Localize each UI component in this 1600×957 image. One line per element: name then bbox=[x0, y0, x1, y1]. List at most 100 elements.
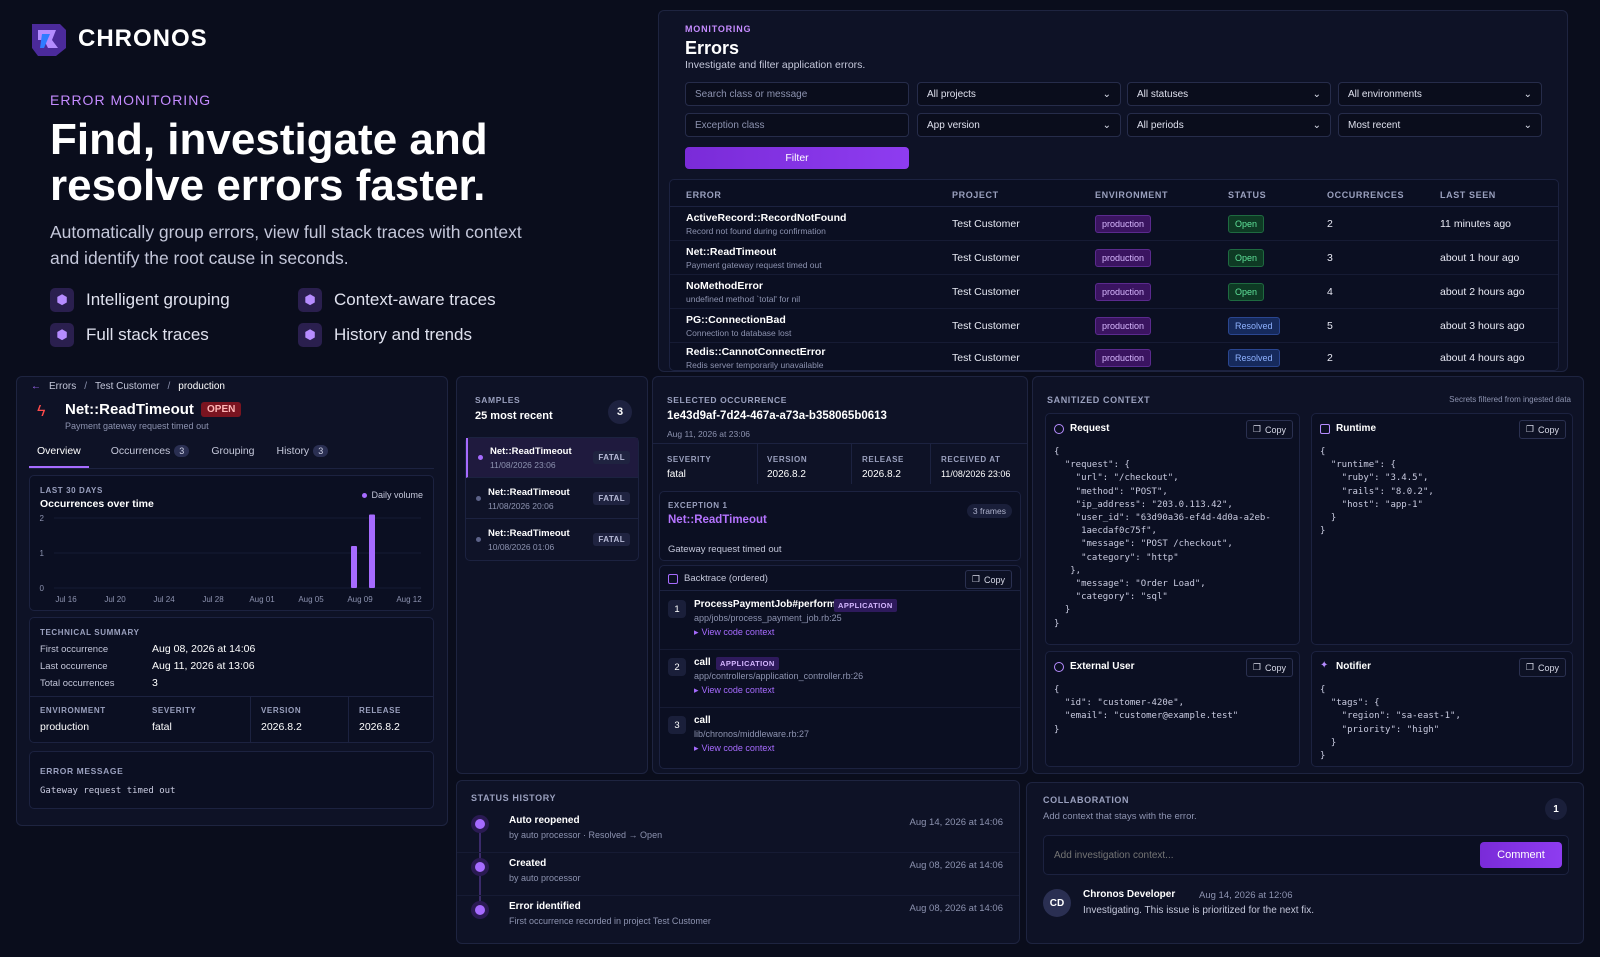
tab-occurrences[interactable]: Occurrences 3 bbox=[111, 445, 190, 468]
exception-message: Gateway request timed out bbox=[668, 544, 782, 555]
breadcrumb-item[interactable]: Errors bbox=[49, 381, 77, 392]
table-row[interactable]: ActiveRecord::RecordNotFound Record not … bbox=[670, 207, 1558, 241]
breadcrumb-item[interactable]: Test Customer bbox=[95, 381, 160, 392]
detail-tabs: Overview Occurrences 3 Grouping History 3 bbox=[29, 445, 434, 469]
occ-meta-value: 2026.8.2 bbox=[862, 469, 901, 480]
tech-divider bbox=[30, 696, 433, 697]
sample-item[interactable]: Net::ReadTimeout 11/08/2026 23:06 FATAL bbox=[466, 438, 638, 478]
copy-icon: ❐ bbox=[1525, 662, 1534, 672]
table-row[interactable]: Redis::CannotConnectError Redis server t… bbox=[670, 343, 1558, 371]
request-icon bbox=[1054, 424, 1064, 434]
period-select[interactable]: All periods ⌄ bbox=[1127, 113, 1331, 137]
status-select-value: All statuses bbox=[1137, 88, 1189, 100]
user-icon bbox=[1054, 662, 1064, 672]
sort-select-value: Most recent bbox=[1348, 119, 1401, 131]
comment-input[interactable] bbox=[1044, 836, 1464, 874]
env-badge: production bbox=[1095, 349, 1152, 367]
samples-eyebrow: SAMPLES bbox=[475, 395, 521, 405]
error-project: Test Customer bbox=[952, 320, 1020, 332]
last-seen: 11 minutes ago bbox=[1440, 218, 1512, 230]
table-row[interactable]: NoMethodError undefined method `total' f… bbox=[670, 275, 1558, 309]
table-row[interactable]: PG::ConnectionBad Connection to database… bbox=[670, 309, 1558, 343]
feature-item: ⬢ History and trends bbox=[298, 323, 472, 347]
occurrence-count: 4 bbox=[1327, 286, 1333, 298]
tab-history[interactable]: History 3 bbox=[277, 445, 329, 468]
environment-select-value: All environments bbox=[1348, 88, 1422, 100]
link-label: View code context bbox=[701, 743, 775, 753]
exception-class-input[interactable]: Exception class bbox=[685, 113, 909, 137]
backtrace-card: Backtrace (ordered) ❐ Copy 1 ProcessPayme… bbox=[659, 565, 1021, 769]
runtime-icon bbox=[1320, 424, 1330, 434]
view-code-context-link[interactable]: ▸ View code context bbox=[694, 743, 774, 754]
hero-subtitle-line-2: and identify the root cause in seconds. bbox=[50, 248, 349, 268]
status-badge: Open bbox=[1228, 215, 1265, 233]
hero-headline-line-2: resolve errors faster. bbox=[50, 161, 486, 210]
lightning-icon: ϟ bbox=[37, 403, 46, 420]
sample-time: 11/08/2026 20:06 bbox=[488, 501, 554, 511]
search-input[interactable]: Search class or message bbox=[685, 82, 909, 106]
x-tick-label: Aug 09 bbox=[347, 595, 373, 604]
tech-value: Aug 11, 2026 at 13:06 bbox=[152, 660, 255, 672]
app-version-select-value: App version bbox=[927, 119, 980, 131]
tab-grouping[interactable]: Grouping bbox=[211, 445, 254, 468]
tab-count-badge: 3 bbox=[313, 445, 329, 457]
comment-author: Chronos Developer bbox=[1083, 889, 1176, 900]
notifier-json: { "tags": { "region": "sa-east-1", "prio… bbox=[1320, 685, 1461, 762]
frame-item[interactable]: 3 call lib/chronos/middleware.rb:27 ▸ Vie… bbox=[660, 708, 1020, 766]
status-select[interactable]: All statuses ⌄ bbox=[1127, 82, 1331, 106]
copy-runtime-button[interactable]: ❐ Copy bbox=[1518, 420, 1566, 439]
tab-label: Overview bbox=[37, 445, 81, 457]
errors-title: Errors bbox=[685, 38, 740, 58]
view-code-context-link[interactable]: ▸ View code context bbox=[694, 685, 774, 696]
error-desc: Connection to database lost bbox=[686, 328, 792, 338]
meta-divider bbox=[348, 697, 349, 743]
frame-number: 2 bbox=[668, 658, 686, 676]
sample-item[interactable]: Net::ReadTimeout 10/08/2026 01:06 FATAL bbox=[466, 520, 638, 560]
feature-item: ⬢ Full stack traces bbox=[50, 323, 209, 347]
copy-notifier-button[interactable]: ❐ Copy bbox=[1518, 658, 1566, 677]
comment-button[interactable]: Comment bbox=[1480, 842, 1562, 868]
sample-dot bbox=[478, 455, 483, 460]
frame-item[interactable]: 2 call APPLICATION app/controllers/appli… bbox=[660, 650, 1020, 708]
project-select[interactable]: All projects ⌄ bbox=[917, 82, 1121, 106]
frame-method: ProcessPaymentJob#perform bbox=[694, 599, 836, 610]
copy-label: Copy bbox=[1537, 424, 1559, 435]
back-arrow-icon[interactable]: ← bbox=[31, 381, 41, 392]
view-code-context-link[interactable]: ▸ View code context bbox=[694, 627, 774, 638]
status-badge: Open bbox=[1228, 249, 1265, 267]
x-tick-label: Aug 05 bbox=[298, 595, 324, 604]
fatal-badge: FATAL bbox=[593, 492, 630, 505]
meta-value: 2026.8.2 bbox=[359, 721, 400, 733]
occurrence-eyebrow: SELECTED OCCURRENCE bbox=[667, 395, 788, 405]
copy-user-button[interactable]: ❐ Copy bbox=[1245, 658, 1293, 677]
sample-item[interactable]: Net::ReadTimeout 11/08/2026 20:06 FATAL bbox=[466, 479, 638, 519]
brand-logo[interactable]: CHRONOS bbox=[28, 20, 208, 58]
x-tick-label: Jul 24 bbox=[153, 595, 175, 604]
timeline-dot bbox=[475, 862, 485, 872]
meta-label: SEVERITY bbox=[152, 706, 197, 715]
app-version-select[interactable]: App version ⌄ bbox=[917, 113, 1121, 137]
cube-icon: ⬢ bbox=[50, 288, 74, 312]
frame-item[interactable]: 1 ProcessPaymentJob#perform APPLICATION … bbox=[660, 592, 1020, 650]
comment-text: Investigating. This issue is prioritized… bbox=[1083, 905, 1315, 916]
copy-backtrace-button[interactable]: ❐ Copy bbox=[964, 570, 1012, 589]
filter-button[interactable]: Filter bbox=[685, 147, 909, 169]
sort-select[interactable]: Most recent ⌄ bbox=[1338, 113, 1542, 137]
event-desc: by auto processor · Resolved → Open bbox=[509, 830, 663, 840]
legend-dot bbox=[362, 492, 368, 498]
environment-select[interactable]: All environments ⌄ bbox=[1338, 82, 1542, 106]
copy-label: Copy bbox=[1264, 662, 1286, 673]
errors-panel: MONITORING Errors Investigate and filter… bbox=[658, 10, 1568, 372]
frame-path: lib/chronos/middleware.rb:27 bbox=[694, 729, 810, 739]
external-user-card: External User ❐ Copy { "id": "customer-42… bbox=[1045, 651, 1300, 767]
error-desc: Redis server temporarily unavailable bbox=[686, 360, 824, 370]
y-tick-label: 2 bbox=[40, 514, 45, 523]
frames-badge: 3 frames bbox=[966, 504, 1012, 518]
copy-request-button[interactable]: ❐ Copy bbox=[1245, 420, 1293, 439]
error-message-card: ERROR MESSAGE Gateway request timed out bbox=[29, 751, 434, 809]
link-label: View code context bbox=[701, 627, 775, 637]
table-row[interactable]: Net::ReadTimeout Payment gateway request… bbox=[670, 241, 1558, 275]
tab-overview[interactable]: Overview bbox=[29, 445, 89, 468]
occ-meta-label: RELEASE bbox=[862, 455, 904, 464]
chart-bar bbox=[351, 546, 357, 588]
